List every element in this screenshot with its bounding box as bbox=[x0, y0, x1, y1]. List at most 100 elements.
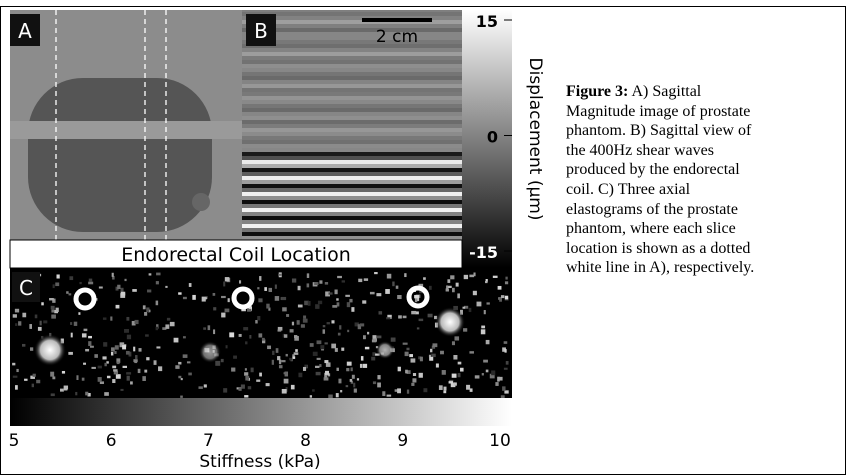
speckle-dot bbox=[103, 317, 107, 319]
speckle-dot bbox=[506, 361, 509, 365]
wave-band bbox=[242, 52, 462, 56]
speckle-dot bbox=[347, 330, 349, 332]
speckle-dot bbox=[225, 277, 230, 281]
speckle-dot bbox=[156, 273, 160, 276]
speckle-dot bbox=[414, 295, 419, 298]
speckle-dot bbox=[497, 377, 500, 382]
speckle-dot bbox=[30, 347, 33, 350]
speckle-dot bbox=[50, 372, 54, 377]
speckle-dot bbox=[298, 286, 301, 290]
speckle-dot bbox=[323, 329, 325, 333]
speckle-dot bbox=[146, 357, 149, 360]
figure: 2 cm 150-15 Displacement (μm) Endorectal… bbox=[0, 0, 560, 475]
speckle-dot bbox=[12, 363, 15, 366]
speckle-dot bbox=[147, 289, 151, 292]
lesion bbox=[376, 341, 394, 359]
speckle-dot bbox=[430, 349, 432, 353]
speckle-dot bbox=[114, 371, 118, 374]
speckle-dot bbox=[276, 348, 279, 353]
speckle-dot bbox=[351, 367, 353, 371]
speckle-dot bbox=[357, 378, 359, 380]
speckle-dot bbox=[335, 348, 338, 352]
speckle-dot bbox=[134, 361, 137, 363]
speckle-dot bbox=[64, 386, 68, 390]
speckle-dot bbox=[145, 334, 149, 336]
speckle-dot bbox=[127, 376, 130, 381]
speckle-dot bbox=[505, 281, 508, 284]
speckle-dot bbox=[183, 354, 188, 358]
speckle-dot bbox=[135, 320, 139, 324]
speckle-dot bbox=[282, 389, 287, 394]
speckle-dot bbox=[310, 343, 314, 347]
speckle-dot bbox=[452, 341, 455, 345]
speckle-dot bbox=[470, 388, 473, 391]
speckle-dot bbox=[33, 374, 36, 377]
speckle-dot bbox=[121, 288, 124, 292]
speckle-dot bbox=[111, 352, 113, 355]
speckle-dot bbox=[76, 375, 78, 380]
speckle-dot bbox=[411, 383, 414, 386]
speckle-dot bbox=[244, 395, 248, 397]
speckle-dot bbox=[40, 321, 42, 326]
panel-label: C bbox=[19, 276, 33, 300]
speckle-dot bbox=[102, 356, 106, 359]
tick-label: 5 bbox=[9, 431, 20, 451]
speckle-dot bbox=[505, 349, 507, 353]
tick-label: 7 bbox=[203, 431, 214, 451]
speckle-dot bbox=[407, 390, 409, 394]
speckle-dot bbox=[346, 368, 349, 371]
speckle-dot bbox=[372, 339, 376, 342]
wave-band bbox=[242, 216, 462, 220]
lesion bbox=[199, 341, 221, 363]
speckle-dot bbox=[332, 305, 337, 308]
speckle-dot bbox=[351, 307, 354, 312]
scale-bar-label: 2 cm bbox=[376, 27, 418, 47]
speckle-dot bbox=[57, 274, 60, 278]
speckle-dot bbox=[286, 314, 289, 317]
speckle-dot bbox=[423, 388, 427, 392]
speckle-dot bbox=[74, 322, 77, 326]
speckle-dot bbox=[127, 335, 131, 340]
speckle-dot bbox=[284, 372, 287, 374]
speckle-dot bbox=[238, 387, 241, 391]
wave-band bbox=[242, 220, 462, 224]
speckle-dot bbox=[291, 385, 295, 390]
speckle-dot bbox=[43, 320, 47, 323]
wave-band bbox=[242, 236, 462, 240]
wave-band bbox=[242, 104, 462, 108]
speckle-dot bbox=[324, 360, 328, 363]
speckle-dot bbox=[307, 283, 310, 287]
speckle-dot bbox=[82, 378, 85, 381]
speckle-dot bbox=[251, 368, 254, 373]
caption-line: coil. C) Three axial bbox=[566, 180, 841, 200]
speckle-dot bbox=[484, 310, 486, 314]
speckle-dot bbox=[257, 316, 260, 320]
speckle-dot bbox=[189, 283, 192, 287]
speckle-dot bbox=[428, 314, 433, 318]
speckle-dot bbox=[387, 315, 391, 317]
speckle-dot bbox=[367, 332, 369, 335]
speckle-dot bbox=[298, 305, 303, 308]
speckle-dot bbox=[84, 329, 88, 331]
speckle-dot bbox=[180, 396, 183, 398]
tick-label: 8 bbox=[300, 431, 311, 451]
speckle-dot bbox=[146, 307, 149, 312]
speckle-dot bbox=[473, 272, 475, 276]
speckle-dot bbox=[453, 355, 457, 360]
stiffness-colorbar bbox=[10, 398, 512, 426]
speckle-dot bbox=[223, 388, 227, 392]
speckle-dot bbox=[94, 354, 98, 358]
speckle-dot bbox=[244, 372, 248, 376]
speckle-dot bbox=[156, 327, 158, 330]
speckle-dot bbox=[319, 364, 321, 367]
speckle-dot bbox=[245, 341, 247, 344]
speckle-dot bbox=[403, 343, 408, 345]
speckle-dot bbox=[13, 314, 17, 317]
caption-line: produced by the endorectal bbox=[566, 160, 841, 180]
wave-band bbox=[242, 56, 462, 60]
speckle-dot bbox=[122, 345, 126, 349]
speckle-dot bbox=[444, 387, 447, 391]
speckle-dot bbox=[112, 379, 115, 383]
speckle-dot bbox=[85, 392, 88, 396]
speckle-dot bbox=[262, 338, 265, 341]
